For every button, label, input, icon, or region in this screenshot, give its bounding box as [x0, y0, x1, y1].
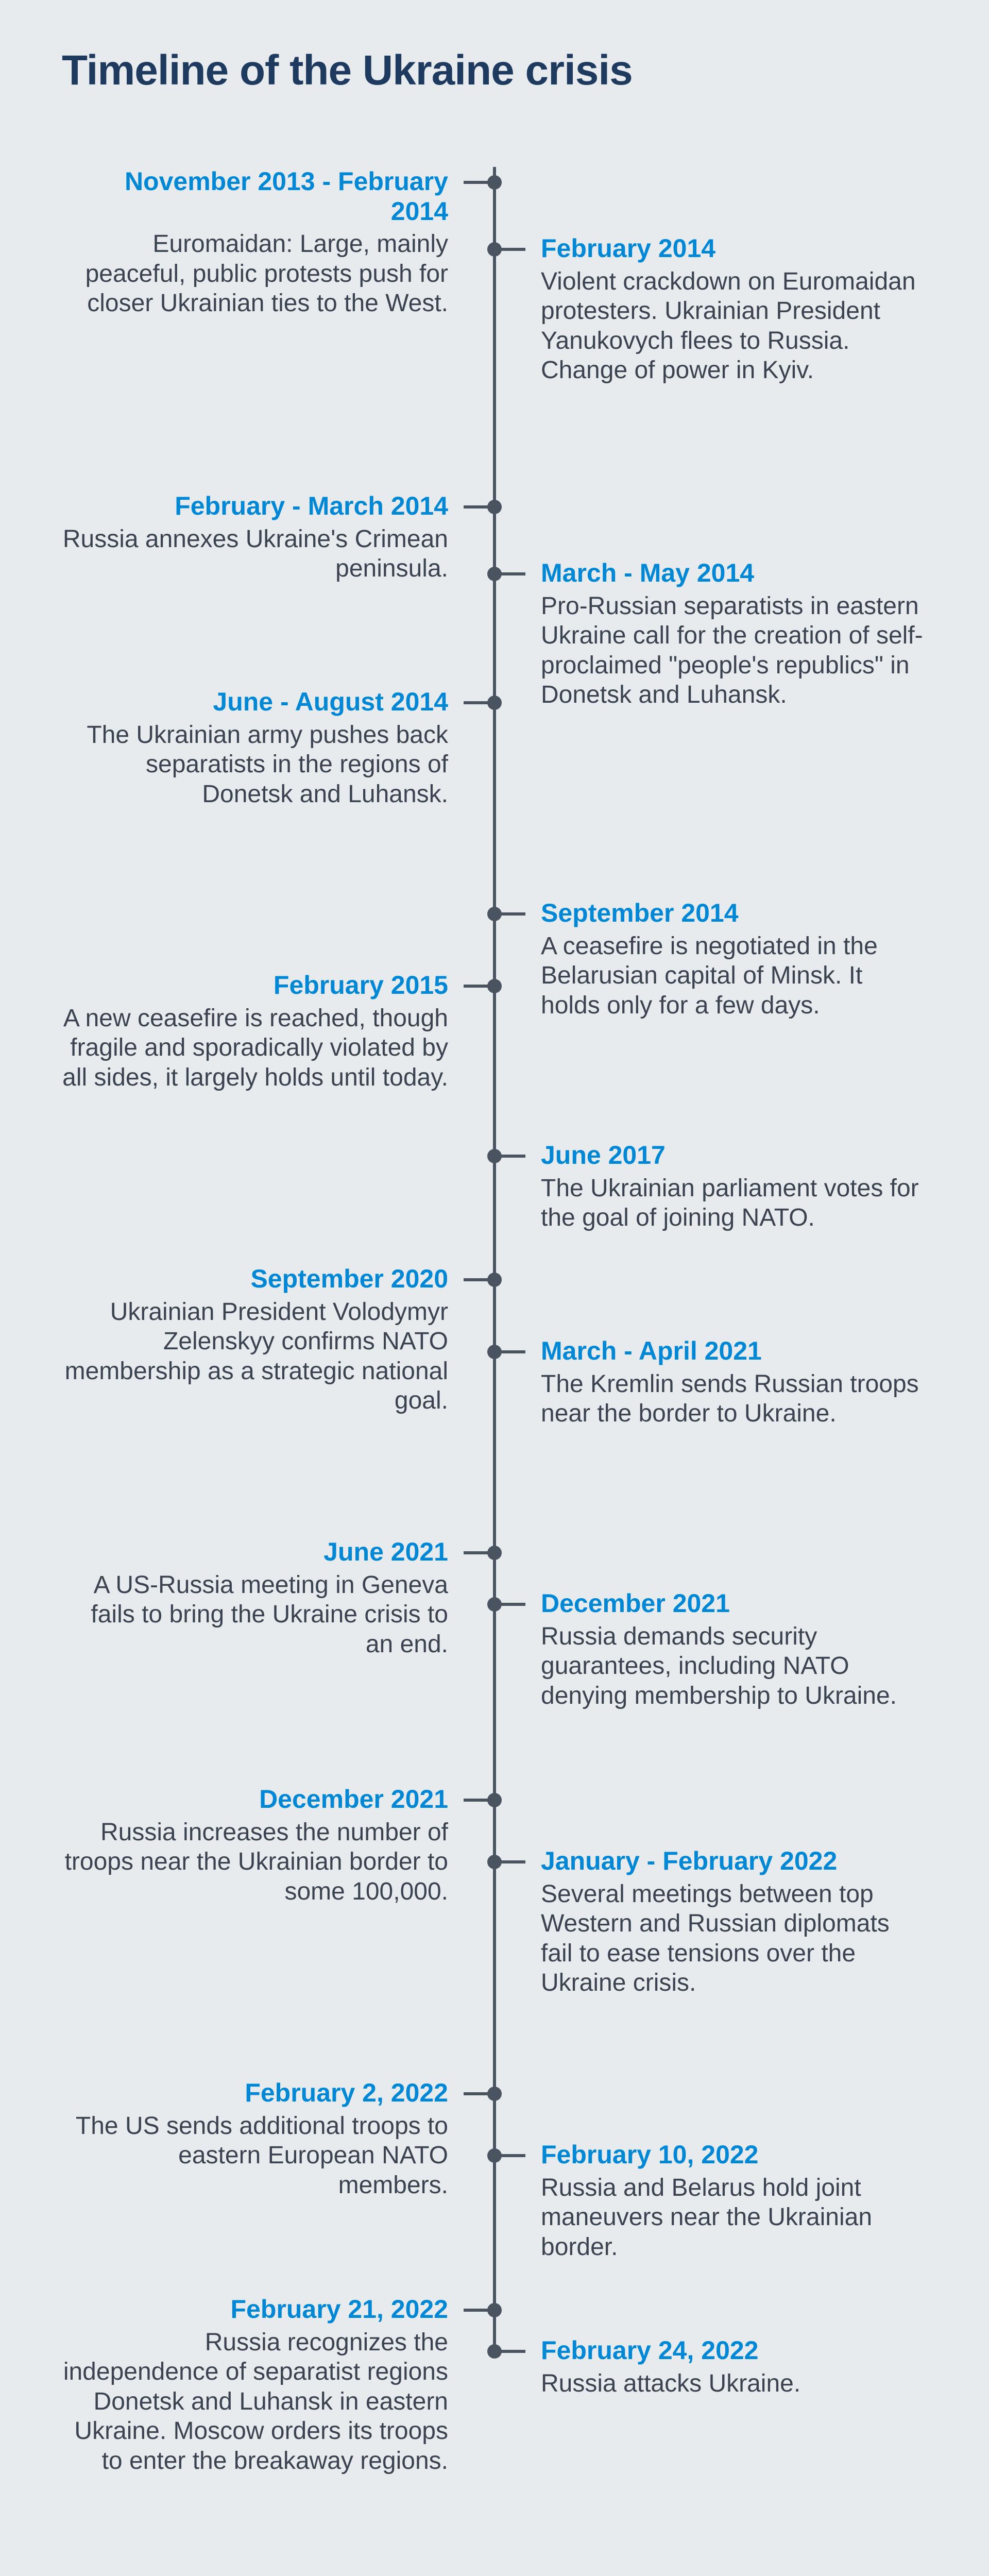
timeline-entry-date: September 2020: [62, 1264, 448, 1294]
timeline-entry: January - February 2022Several meetings …: [494, 1846, 927, 1998]
timeline-entry-date: January - February 2022: [541, 1846, 927, 1876]
timeline-entry-date: February 2, 2022: [62, 2078, 448, 2108]
timeline-entry-body: Several meetings between top Western and…: [541, 1879, 927, 1998]
timeline-entry-body: The Ukrainian parliament votes for the g…: [541, 1174, 927, 1233]
timeline-entry: June 2021A US-Russia meeting in Geneva f…: [62, 1537, 494, 1659]
timeline-entry-body: A new ceasefire is reached, though fragi…: [62, 1004, 448, 1093]
timeline-entry-date: February 24, 2022: [541, 2336, 927, 2366]
timeline-entry-body: Violent crackdown on Euromaidan proteste…: [541, 267, 927, 385]
timeline-entry: March - April 2021The Kremlin sends Russ…: [494, 1336, 927, 1429]
timeline-entry-body: Ukrainian President Volodymyr Zelenskyy …: [62, 1297, 448, 1416]
timeline-entry: June - August 2014The Ukrainian army pus…: [62, 687, 494, 809]
timeline-entry-body: Euromaidan: Large, mainly peaceful, publ…: [62, 229, 448, 318]
timeline-entry-date: February - March 2014: [62, 492, 448, 521]
timeline-entry-date: December 2021: [62, 1785, 448, 1815]
timeline-entry-body: A ceasefire is negotiated in the Belarus…: [541, 931, 927, 1021]
timeline-entry: June 2017The Ukrainian parliament votes …: [494, 1141, 927, 1233]
infographic: Timeline of the Ukraine crisis November …: [0, 0, 989, 2576]
timeline-entry: February 10, 2022Russia and Belarus hold…: [494, 2140, 927, 2262]
timeline-entry: December 2021Russia demands security gua…: [494, 1589, 927, 1710]
timeline-entry-body: Russia attacks Ukraine.: [541, 2369, 927, 2399]
timeline-entry-date: February 2014: [541, 234, 927, 264]
timeline-entry-body: The Kremlin sends Russian troops near th…: [541, 1369, 927, 1429]
timeline-entry: September 2020Ukrainian President Volody…: [62, 1264, 494, 1416]
timeline-entry: February 24, 2022Russia attacks Ukraine.: [494, 2336, 927, 2398]
timeline-entry-date: March - April 2021: [541, 1336, 927, 1366]
timeline-entry-body: Pro-Russian separatists in eastern Ukrai…: [541, 591, 927, 710]
timeline-entry-body: A US-Russia meeting in Geneva fails to b…: [62, 1570, 448, 1659]
timeline-entry-date: June 2017: [541, 1141, 927, 1171]
timeline-entry-body: Russia demands security guarantees, incl…: [541, 1622, 927, 1711]
timeline-entry: September 2014 A ceasefire is negotiated …: [494, 899, 927, 1020]
timeline-entry: February 2, 2022The US sends additional …: [62, 2078, 494, 2200]
timeline-entry-body: Russia annexes Ukraine's Crimean peninsu…: [62, 524, 448, 584]
timeline-entry: February 2014Violent crackdown on Euroma…: [494, 234, 927, 385]
timeline-entry: December 2021Russia increases the number…: [62, 1785, 494, 1906]
timeline-entry-date: June - August 2014: [62, 687, 448, 717]
timeline: November 2013 - February 2014Euromaidan:…: [62, 167, 927, 2576]
timeline-entry-date: February 21, 2022: [62, 2295, 448, 2325]
timeline-entry-date: February 10, 2022: [541, 2140, 927, 2170]
timeline-entry-body: Russia and Belarus hold joint maneuvers …: [541, 2173, 927, 2262]
timeline-entry-date: December 2021: [541, 1589, 927, 1619]
timeline-entry: February 21, 2022Russia recognizes the i…: [62, 2295, 494, 2476]
timeline-entry: March - May 2014Pro-Russian separatists …: [494, 558, 927, 710]
timeline-entry: November 2013 - February 2014Euromaidan:…: [62, 167, 494, 318]
timeline-entry-body: Russia recognizes the independence of se…: [62, 2328, 448, 2476]
timeline-entry-date: June 2021: [62, 1537, 448, 1567]
timeline-entry-date: November 2013 - February 2014: [62, 167, 448, 226]
timeline-entry-body: The Ukrainian army pushes back separatis…: [62, 720, 448, 809]
timeline-entry-date: September 2014: [541, 899, 927, 928]
page-title: Timeline of the Ukraine crisis: [62, 46, 927, 95]
timeline-entry-body: Russia increases the number of troops ne…: [62, 1818, 448, 1907]
timeline-entry-body: The US sends additional troops to easter…: [62, 2111, 448, 2200]
timeline-entry-date: March - May 2014: [541, 558, 927, 588]
timeline-entry: February 2015A new ceasefire is reached,…: [62, 971, 494, 1092]
timeline-entry-date: February 2015: [62, 971, 448, 1001]
timeline-entry: February - March 2014 Russia annexes Ukra…: [62, 492, 494, 584]
